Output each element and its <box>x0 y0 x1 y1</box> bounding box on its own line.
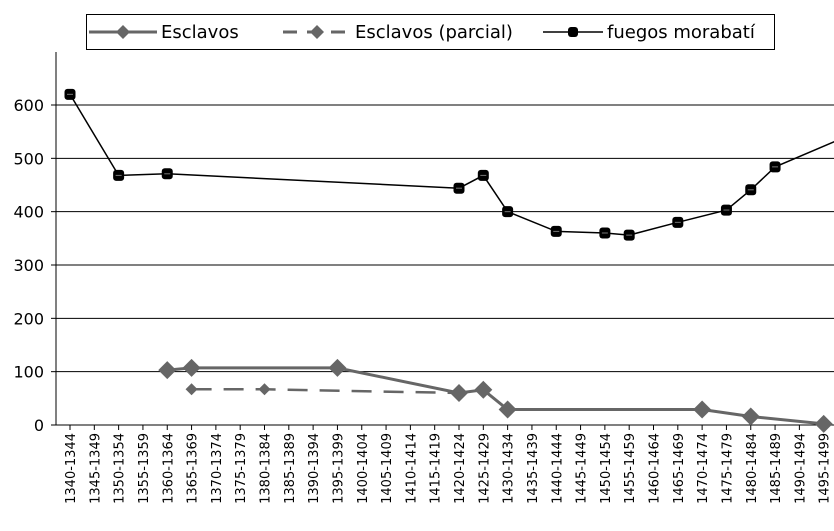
x-tick-label: 1470-1474 <box>696 433 711 504</box>
legend-marker <box>116 25 130 39</box>
series-line <box>69 93 834 236</box>
x-tick-label: 1415-1419 <box>429 433 444 504</box>
x-tick-label: 1465-1469 <box>672 433 687 504</box>
x-tick-label: 1350-1354 <box>113 433 128 504</box>
x-axis-tick-labels: 1340-1344 1345-1349 1350-1354 1355-1359 1360… <box>64 433 833 504</box>
gridlines <box>56 104 834 373</box>
x-tick-label: 1380-1384 <box>259 433 274 504</box>
x-tick-label: 1455-1459 <box>623 433 638 504</box>
y-tick-label: 500 <box>13 149 44 168</box>
x-tick-label: 1375-1379 <box>234 433 249 504</box>
data-point <box>185 383 198 396</box>
data-point <box>498 400 517 419</box>
data-point <box>182 358 201 377</box>
y-tick-label: 0 <box>34 416 44 435</box>
x-tick-label: 1485-1489 <box>769 433 784 504</box>
x-tick-label: 1360-1364 <box>161 433 176 504</box>
series-line <box>167 366 824 426</box>
x-tick-label: 1400-1404 <box>356 433 371 504</box>
data-point <box>450 384 468 402</box>
legend-label: fuegos morabatí <box>607 21 755 43</box>
x-tick-label: 1340-1344 <box>64 433 79 504</box>
x-tick-label: 1370-1374 <box>210 433 225 504</box>
x-tick-label: 1355-1359 <box>137 433 152 504</box>
data-point <box>693 400 712 419</box>
series-line <box>191 388 484 395</box>
x-tick-label: 1390-1394 <box>307 433 322 504</box>
x-tick-label: 1420-1424 <box>453 433 468 504</box>
series-2 <box>64 88 834 241</box>
x-tick-label: 1435-1439 <box>526 433 541 504</box>
legend-marker <box>568 27 578 37</box>
x-tick-label: 1480-1484 <box>745 433 760 504</box>
data-point <box>814 414 833 433</box>
legend-swatch <box>89 25 157 39</box>
data-point <box>158 361 177 380</box>
legend-swatch <box>543 27 603 37</box>
x-tick-label: 1430-1434 <box>502 433 517 504</box>
x-tick-label: 1385-1389 <box>283 433 298 504</box>
data-point <box>258 383 271 396</box>
x-tick-label: 1365-1369 <box>186 433 201 504</box>
x-tick-label: 1450-1454 <box>599 433 614 504</box>
x-tick-label: 1490-1494 <box>793 433 808 504</box>
y-tick-label: 600 <box>13 96 44 115</box>
legend-marker <box>310 25 324 39</box>
y-tick-label: 200 <box>13 309 44 328</box>
x-tick-label: 1475-1479 <box>720 433 735 504</box>
data-point <box>328 358 347 377</box>
x-tick-label: 1440-1444 <box>550 433 565 504</box>
series-0 <box>158 358 833 433</box>
legend-label: Esclavos <box>161 21 239 43</box>
legend-item-0: Esclavos <box>87 22 275 43</box>
y-axis-tick-labels: 0 100 200 300 400 500 600 <box>13 96 44 435</box>
x-tick-label: 1395-1399 <box>331 433 346 504</box>
x-tick-label: 1460-1464 <box>648 433 663 504</box>
y-tick-label: 100 <box>13 363 44 382</box>
y-tick-label: 300 <box>13 256 44 275</box>
legend-item-1: Esclavos (parcial) <box>275 22 535 43</box>
x-tick-label: 1345-1349 <box>88 433 103 504</box>
x-tick-label: 1495-1499 <box>818 433 833 504</box>
legend: Esclavos Esclavos (parcial) fuegos morabat… <box>86 14 775 50</box>
x-tick-label: 1425-1429 <box>477 433 492 504</box>
series-layer <box>64 88 834 433</box>
data-point <box>474 380 493 399</box>
axes <box>51 52 834 430</box>
x-tick-label: 1405-1409 <box>380 433 395 504</box>
x-tick-label: 1410-1414 <box>404 433 419 504</box>
legend-label: Esclavos (parcial) <box>355 21 513 43</box>
legend-item-2: fuegos morabatí <box>535 22 773 43</box>
legend-swatch <box>283 25 351 39</box>
x-tick-label: 1445-1449 <box>575 433 590 504</box>
data-point <box>741 407 760 426</box>
y-tick-label: 400 <box>13 203 44 222</box>
